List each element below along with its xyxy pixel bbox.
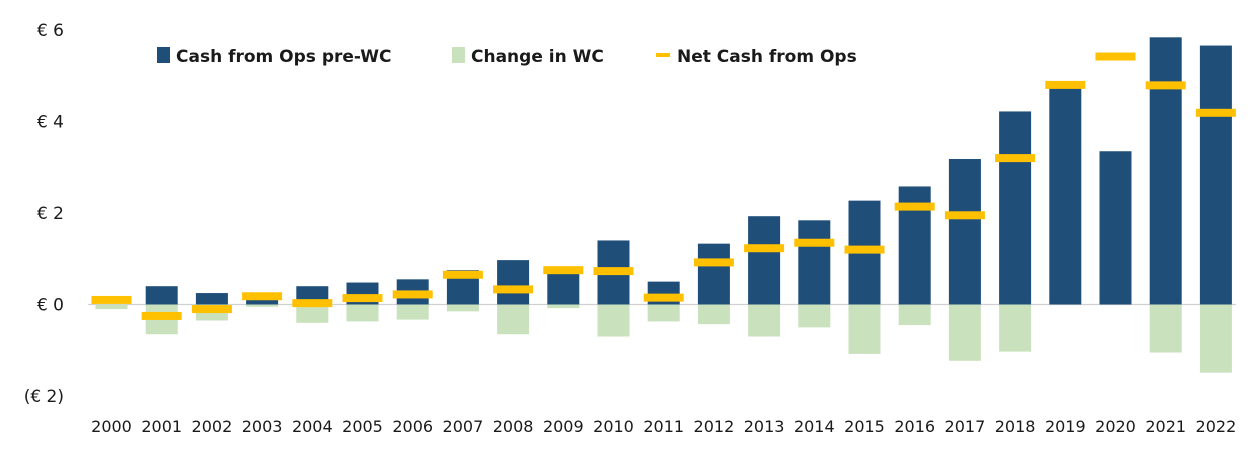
- legend-label-change-in-wc: Change in WC: [471, 47, 604, 67]
- bar-cash-from-ops-2012: [697, 243, 730, 305]
- bar-change-in-wc-2011: [647, 304, 680, 322]
- x-tick-label: 2001: [141, 417, 182, 436]
- bar-cash-from-ops-2008: [497, 260, 530, 305]
- bar-cash-from-ops-2021: [1149, 37, 1182, 305]
- bar-change-in-wc-2005: [346, 304, 379, 322]
- bar-change-in-wc-2006: [396, 304, 429, 320]
- y-axis: € 6 € 4 € 2 € 0 (€ 2): [24, 21, 64, 407]
- bar-cash-from-ops-2001: [145, 286, 178, 305]
- y-tick-label: € 0: [37, 296, 64, 316]
- bar-cash-from-ops-2013: [748, 216, 781, 305]
- marker-net-cash-2002: [191, 305, 232, 314]
- net-cash-markers: [91, 52, 1236, 320]
- y-tick-label: € 4: [37, 113, 64, 133]
- x-tick-label: 2021: [1145, 417, 1186, 436]
- bar-cash-from-ops-2003: [246, 299, 279, 305]
- bars: [95, 37, 1232, 373]
- bar-cash-from-ops-2017: [948, 159, 981, 305]
- legend-label-cash-from-ops: Cash from Ops pre-WC: [176, 47, 391, 67]
- y-tick-label: (€ 2): [24, 387, 64, 407]
- x-tick-label: 2012: [694, 417, 735, 436]
- marker-net-cash-2014: [794, 238, 835, 247]
- marker-net-cash-2019: [1045, 80, 1086, 89]
- marker-net-cash-2006: [392, 290, 433, 299]
- marker-net-cash-2013: [744, 244, 785, 253]
- x-tick-label: 2013: [744, 417, 785, 436]
- bar-cash-from-ops-2014: [798, 220, 831, 305]
- bar-change-in-wc-2009: [547, 304, 580, 309]
- bar-change-in-wc-2003: [246, 304, 279, 307]
- legend-swatch-cash-from-ops: [157, 47, 170, 63]
- x-tick-label: 2000: [91, 417, 132, 436]
- marker-net-cash-2017: [944, 211, 985, 220]
- bar-change-in-wc-2010: [597, 304, 630, 337]
- bar-change-in-wc-2012: [697, 304, 730, 325]
- legend-label-net-cash: Net Cash from Ops: [677, 47, 857, 67]
- marker-net-cash-2003: [242, 292, 283, 301]
- marker-net-cash-2015: [844, 245, 885, 254]
- marker-net-cash-2000: [91, 295, 132, 304]
- bar-change-in-wc-2016: [898, 304, 931, 326]
- x-tick-label: 2022: [1196, 417, 1237, 436]
- x-tick-label: 2005: [342, 417, 383, 436]
- marker-net-cash-2021: [1145, 81, 1186, 90]
- marker-net-cash-2001: [141, 311, 182, 320]
- marker-net-cash-2005: [342, 294, 383, 303]
- bar-cash-from-ops-2018: [999, 111, 1032, 305]
- legend: Cash from Ops pre-WC Change in WC Net Ca…: [157, 47, 857, 67]
- bar-cash-from-ops-2002: [195, 293, 228, 305]
- x-tick-label: 2011: [643, 417, 684, 436]
- y-tick-label: € 2: [37, 204, 64, 224]
- bar-cash-from-ops-2020: [1099, 151, 1132, 305]
- bar-change-in-wc-2017: [948, 304, 981, 361]
- bar-change-in-wc-2007: [446, 304, 479, 312]
- marker-net-cash-2008: [493, 285, 534, 294]
- x-tick-label: 2017: [945, 417, 986, 436]
- x-tick-label: 2018: [995, 417, 1036, 436]
- x-tick-label: 2009: [543, 417, 584, 436]
- bar-change-in-wc-2008: [497, 304, 530, 335]
- x-tick-label: 2003: [242, 417, 283, 436]
- marker-net-cash-2004: [292, 299, 333, 308]
- x-tick-label: 2002: [192, 417, 233, 436]
- bar-change-in-wc-2000: [95, 304, 128, 310]
- marker-net-cash-2007: [442, 270, 483, 279]
- marker-net-cash-2012: [693, 258, 734, 267]
- marker-net-cash-2022: [1195, 108, 1236, 117]
- bar-change-in-wc-2015: [848, 304, 881, 354]
- bar-change-in-wc-2004: [296, 304, 329, 323]
- x-tick-label: 2016: [894, 417, 935, 436]
- x-tick-label: 2010: [593, 417, 634, 436]
- marker-net-cash-2020: [1095, 52, 1136, 61]
- marker-net-cash-2010: [593, 267, 634, 276]
- legend-swatch-change-in-wc: [452, 47, 465, 63]
- marker-net-cash-2009: [543, 266, 584, 275]
- x-tick-label: 2004: [292, 417, 333, 436]
- x-tick-label: 2019: [1045, 417, 1086, 436]
- bar-change-in-wc-2013: [748, 304, 781, 337]
- y-tick-label: € 6: [37, 21, 64, 41]
- marker-net-cash-2016: [894, 202, 935, 211]
- bar-change-in-wc-2014: [798, 304, 831, 328]
- legend-swatch-net-cash: [656, 53, 670, 57]
- bar-change-in-wc-2022: [1199, 304, 1232, 373]
- x-axis: 2000 2001 2002 2003 2004 2005 2006 2007 2008 2009…: [91, 417, 1236, 436]
- x-tick-label: 2008: [493, 417, 534, 436]
- bar-cash-from-ops-2019: [1049, 83, 1082, 305]
- bar-change-in-wc-2018: [999, 304, 1032, 352]
- x-tick-label: 2015: [844, 417, 885, 436]
- marker-net-cash-2018: [995, 154, 1036, 163]
- bar-cash-from-ops-2022: [1199, 45, 1232, 305]
- marker-net-cash-2011: [643, 293, 684, 302]
- x-tick-label: 2020: [1095, 417, 1136, 436]
- x-tick-label: 2006: [392, 417, 433, 436]
- x-tick-label: 2007: [443, 417, 484, 436]
- x-tick-label: 2014: [794, 417, 835, 436]
- bar-change-in-wc-2021: [1149, 304, 1182, 353]
